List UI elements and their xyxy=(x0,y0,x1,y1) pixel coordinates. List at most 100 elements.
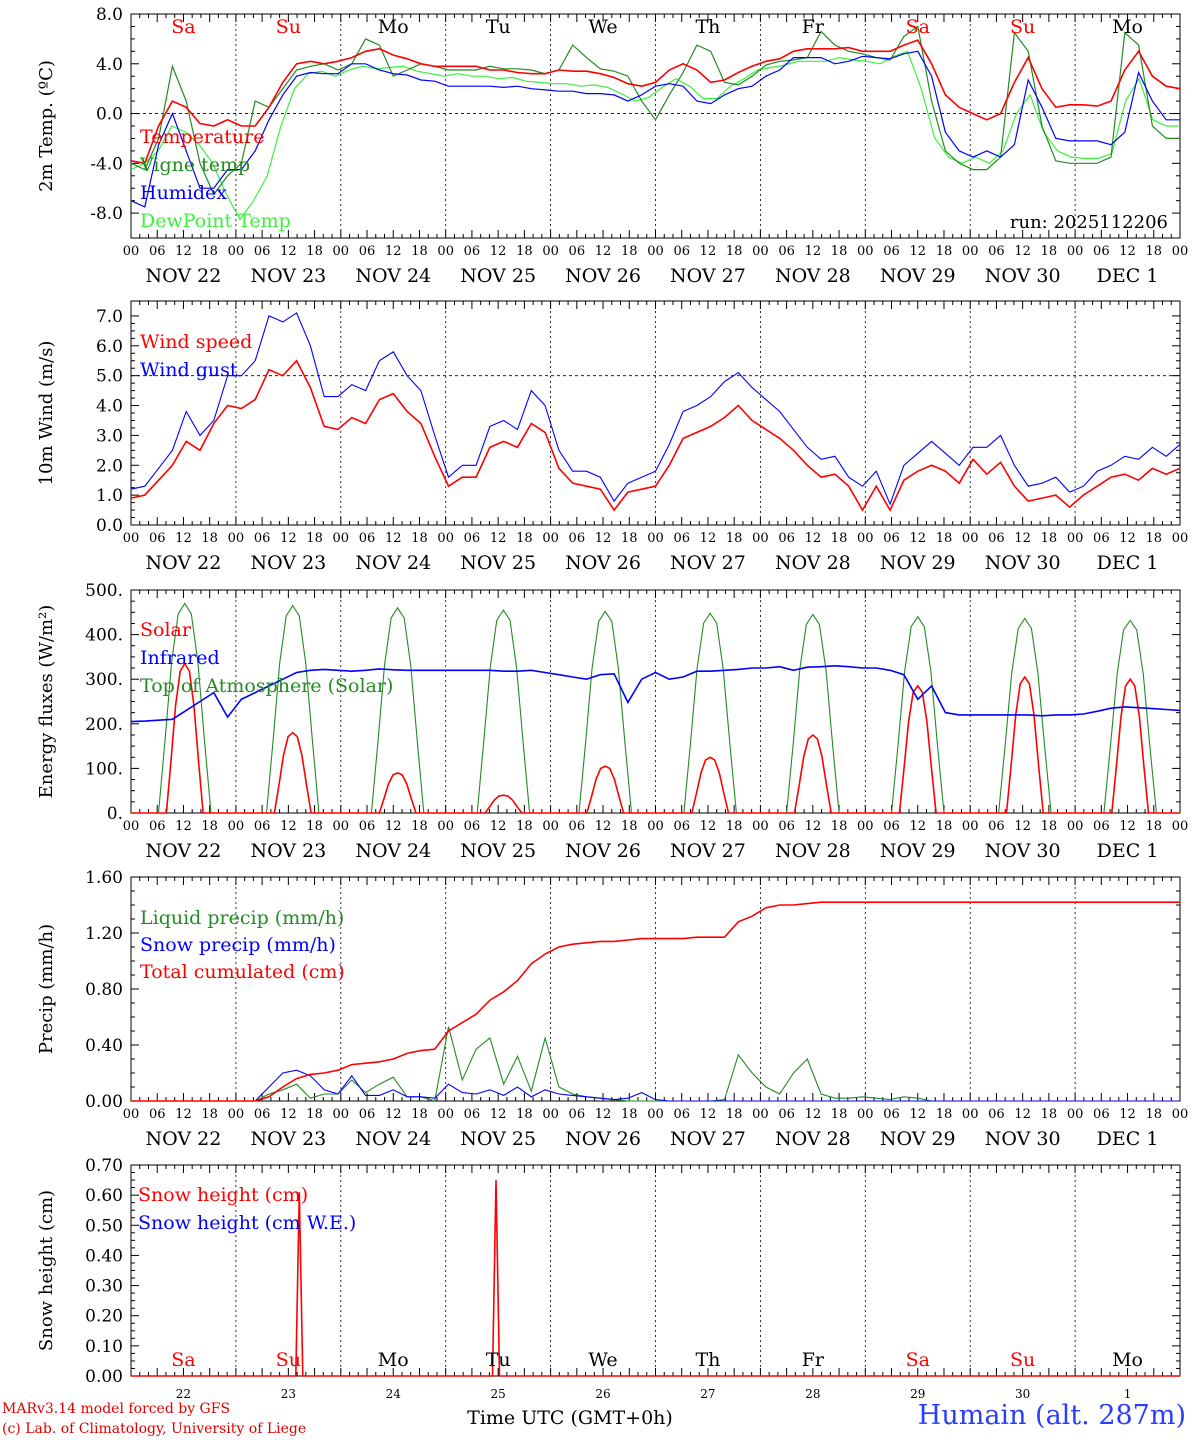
hour-tick-label: 06 xyxy=(883,819,900,834)
hour-tick-label: 06 xyxy=(359,1107,376,1122)
hour-tick-label: 00 xyxy=(1172,531,1189,546)
hour-tick-label: 00 xyxy=(228,819,245,834)
date-label: DEC 1 xyxy=(1097,1128,1159,1150)
hour-tick-label: 00 xyxy=(752,244,769,259)
hour-tick-label: 00 xyxy=(542,1107,559,1122)
date-label: NOV 28 xyxy=(775,840,851,862)
hour-tick-label: 12 xyxy=(490,819,507,834)
hour-tick-label: 12 xyxy=(595,244,612,259)
date-label: NOV 28 xyxy=(775,1128,851,1150)
hour-tick-label: 18 xyxy=(411,1107,428,1122)
legend-label: Liquid precip (mm/h) xyxy=(140,907,344,929)
date-label: DEC 1 xyxy=(1097,265,1159,287)
hour-tick-label: 12 xyxy=(909,1107,926,1122)
hour-tick-label: 12 xyxy=(909,531,926,546)
y-tick-label: 400. xyxy=(85,626,123,646)
day-number-label: 28 xyxy=(805,1387,820,1401)
weekday-label: Fr xyxy=(802,16,825,38)
hour-tick-label: 06 xyxy=(883,531,900,546)
date-label: NOV 24 xyxy=(355,1128,431,1150)
date-label: NOV 28 xyxy=(775,265,851,287)
hour-tick-label: 18 xyxy=(306,819,323,834)
y-tick-label: 0.40 xyxy=(85,1036,123,1056)
legend-label: Infrared xyxy=(140,647,220,669)
weekday-label: Th xyxy=(695,1349,720,1371)
hour-tick-label: 00 xyxy=(962,819,979,834)
legend-label: Snow height (cm W.E.) xyxy=(138,1212,356,1234)
date-label: DEC 1 xyxy=(1097,552,1159,574)
y-tick-label: 0.60 xyxy=(85,1186,123,1206)
hour-tick-label: 12 xyxy=(280,1107,297,1122)
hour-tick-label: 00 xyxy=(857,819,874,834)
date-label: NOV 24 xyxy=(355,552,431,574)
y-tick-label: 3.0 xyxy=(96,426,123,446)
date-label: NOV 26 xyxy=(565,265,641,287)
date-label: NOV 30 xyxy=(985,265,1061,287)
y-tick-label: 0.00 xyxy=(85,1367,123,1387)
hour-tick-label: 06 xyxy=(1093,819,1110,834)
hour-tick-label: 18 xyxy=(831,819,848,834)
hour-tick-label: 12 xyxy=(175,819,192,834)
date-label: NOV 27 xyxy=(670,840,746,862)
day-number-label: 25 xyxy=(491,1387,506,1401)
hour-tick-label: 18 xyxy=(516,1107,533,1122)
hour-tick-label: 00 xyxy=(857,1107,874,1122)
hour-tick-label: 12 xyxy=(385,1107,402,1122)
y-tick-label: 200. xyxy=(85,715,123,735)
hour-tick-label: 18 xyxy=(726,819,743,834)
hour-tick-label: 12 xyxy=(595,1107,612,1122)
hour-tick-label: 06 xyxy=(883,244,900,259)
hour-tick-label: 00 xyxy=(647,1107,664,1122)
hour-tick-label: 12 xyxy=(700,244,717,259)
hour-tick-label: 00 xyxy=(542,531,559,546)
date-label: NOV 27 xyxy=(670,1128,746,1150)
y-tick-label: -8.0 xyxy=(90,204,123,224)
y-axis-label: 10m Wind (m/s) xyxy=(36,341,57,486)
hour-tick-label: 00 xyxy=(542,819,559,834)
y-axis-label: Snow height (cm) xyxy=(36,1190,57,1351)
hour-tick-label: 00 xyxy=(333,244,350,259)
y-tick-label: -4.0 xyxy=(90,154,123,174)
hour-tick-label: 18 xyxy=(726,1107,743,1122)
hour-tick-label: 18 xyxy=(516,819,533,834)
hour-tick-label: 06 xyxy=(464,1107,481,1122)
hour-tick-label: 06 xyxy=(569,244,586,259)
day-number-label: 30 xyxy=(1015,1387,1030,1401)
hour-tick-label: 00 xyxy=(123,531,140,546)
hour-tick-label: 18 xyxy=(201,1107,218,1122)
hour-tick-label: 18 xyxy=(516,244,533,259)
legend-label: Vigne temp xyxy=(139,154,250,176)
date-label: NOV 27 xyxy=(670,552,746,574)
y-axis-label: Energy fluxes (W/m²) xyxy=(36,605,57,799)
y-tick-label: 0.80 xyxy=(85,980,123,1000)
date-label: DEC 1 xyxy=(1097,840,1159,862)
hour-tick-label: 06 xyxy=(464,531,481,546)
hour-tick-label: 12 xyxy=(1119,819,1136,834)
y-tick-label: 6.0 xyxy=(96,337,123,357)
weekday-label: Sa xyxy=(171,16,195,38)
run-label: run: 2025112206 xyxy=(1010,212,1168,233)
hour-tick-label: 00 xyxy=(228,531,245,546)
hour-tick-label: 18 xyxy=(1041,244,1058,259)
hour-tick-label: 18 xyxy=(621,819,638,834)
series-line-wind-gust xyxy=(130,312,1181,506)
hour-tick-label: 12 xyxy=(1119,1107,1136,1122)
y-tick-label: 300. xyxy=(85,670,123,690)
hour-tick-label: 18 xyxy=(411,819,428,834)
hour-tick-label: 06 xyxy=(988,244,1005,259)
day-number-label: 1 xyxy=(1124,1387,1132,1401)
hour-tick-label: 12 xyxy=(280,244,297,259)
date-label: NOV 29 xyxy=(880,1128,956,1150)
hour-tick-label: 00 xyxy=(962,1107,979,1122)
series-line-wind-speed xyxy=(130,359,1181,512)
weekday-label: Mo xyxy=(378,1349,409,1371)
date-label: NOV 23 xyxy=(250,265,326,287)
day-number-label: 23 xyxy=(281,1387,296,1401)
hour-tick-label: 00 xyxy=(752,531,769,546)
hour-tick-label: 12 xyxy=(805,1107,822,1122)
series-line-vigne-temp xyxy=(130,25,1180,196)
legend-label: Snow precip (mm/h) xyxy=(140,934,336,956)
legend-label: Top of Atmosphere (Solar) xyxy=(140,675,393,697)
y-tick-label: 8.0 xyxy=(96,5,123,25)
legend-label: Solar xyxy=(140,619,192,641)
